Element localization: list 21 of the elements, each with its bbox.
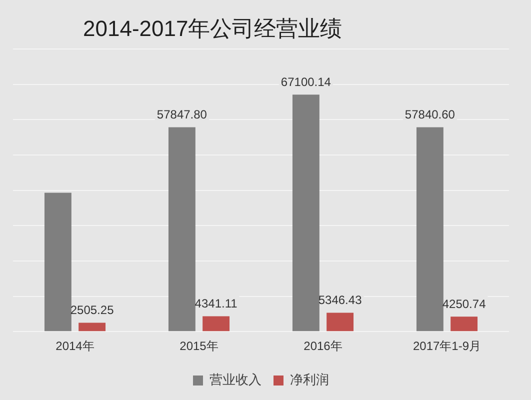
data-label: 2505.25 (70, 303, 114, 318)
bar (326, 312, 354, 332)
data-label: 5346.43 (318, 293, 362, 308)
x-tick-label: 2014年 (56, 339, 94, 354)
bar (416, 127, 444, 332)
bar (292, 94, 320, 332)
x-tick-label: 2016年 (304, 339, 342, 354)
data-label: 57840.60 (404, 108, 456, 122)
x-tick-label: 2017年1-9月 (412, 339, 482, 354)
bar (450, 316, 478, 332)
data-label: 67100.14 (280, 74, 332, 89)
legend-label: 营业收入 (210, 372, 262, 388)
data-label: 4341.11 (194, 296, 238, 311)
bar (168, 127, 196, 332)
chart-title: 2014-2017年公司经营业绩 (83, 16, 342, 42)
legend-label: 净利润 (290, 372, 329, 388)
bar (202, 316, 230, 332)
bar (44, 192, 72, 332)
bar (78, 322, 106, 332)
x-tick-label: 2015年 (180, 339, 218, 354)
data-label: 57847.80 (156, 108, 208, 122)
